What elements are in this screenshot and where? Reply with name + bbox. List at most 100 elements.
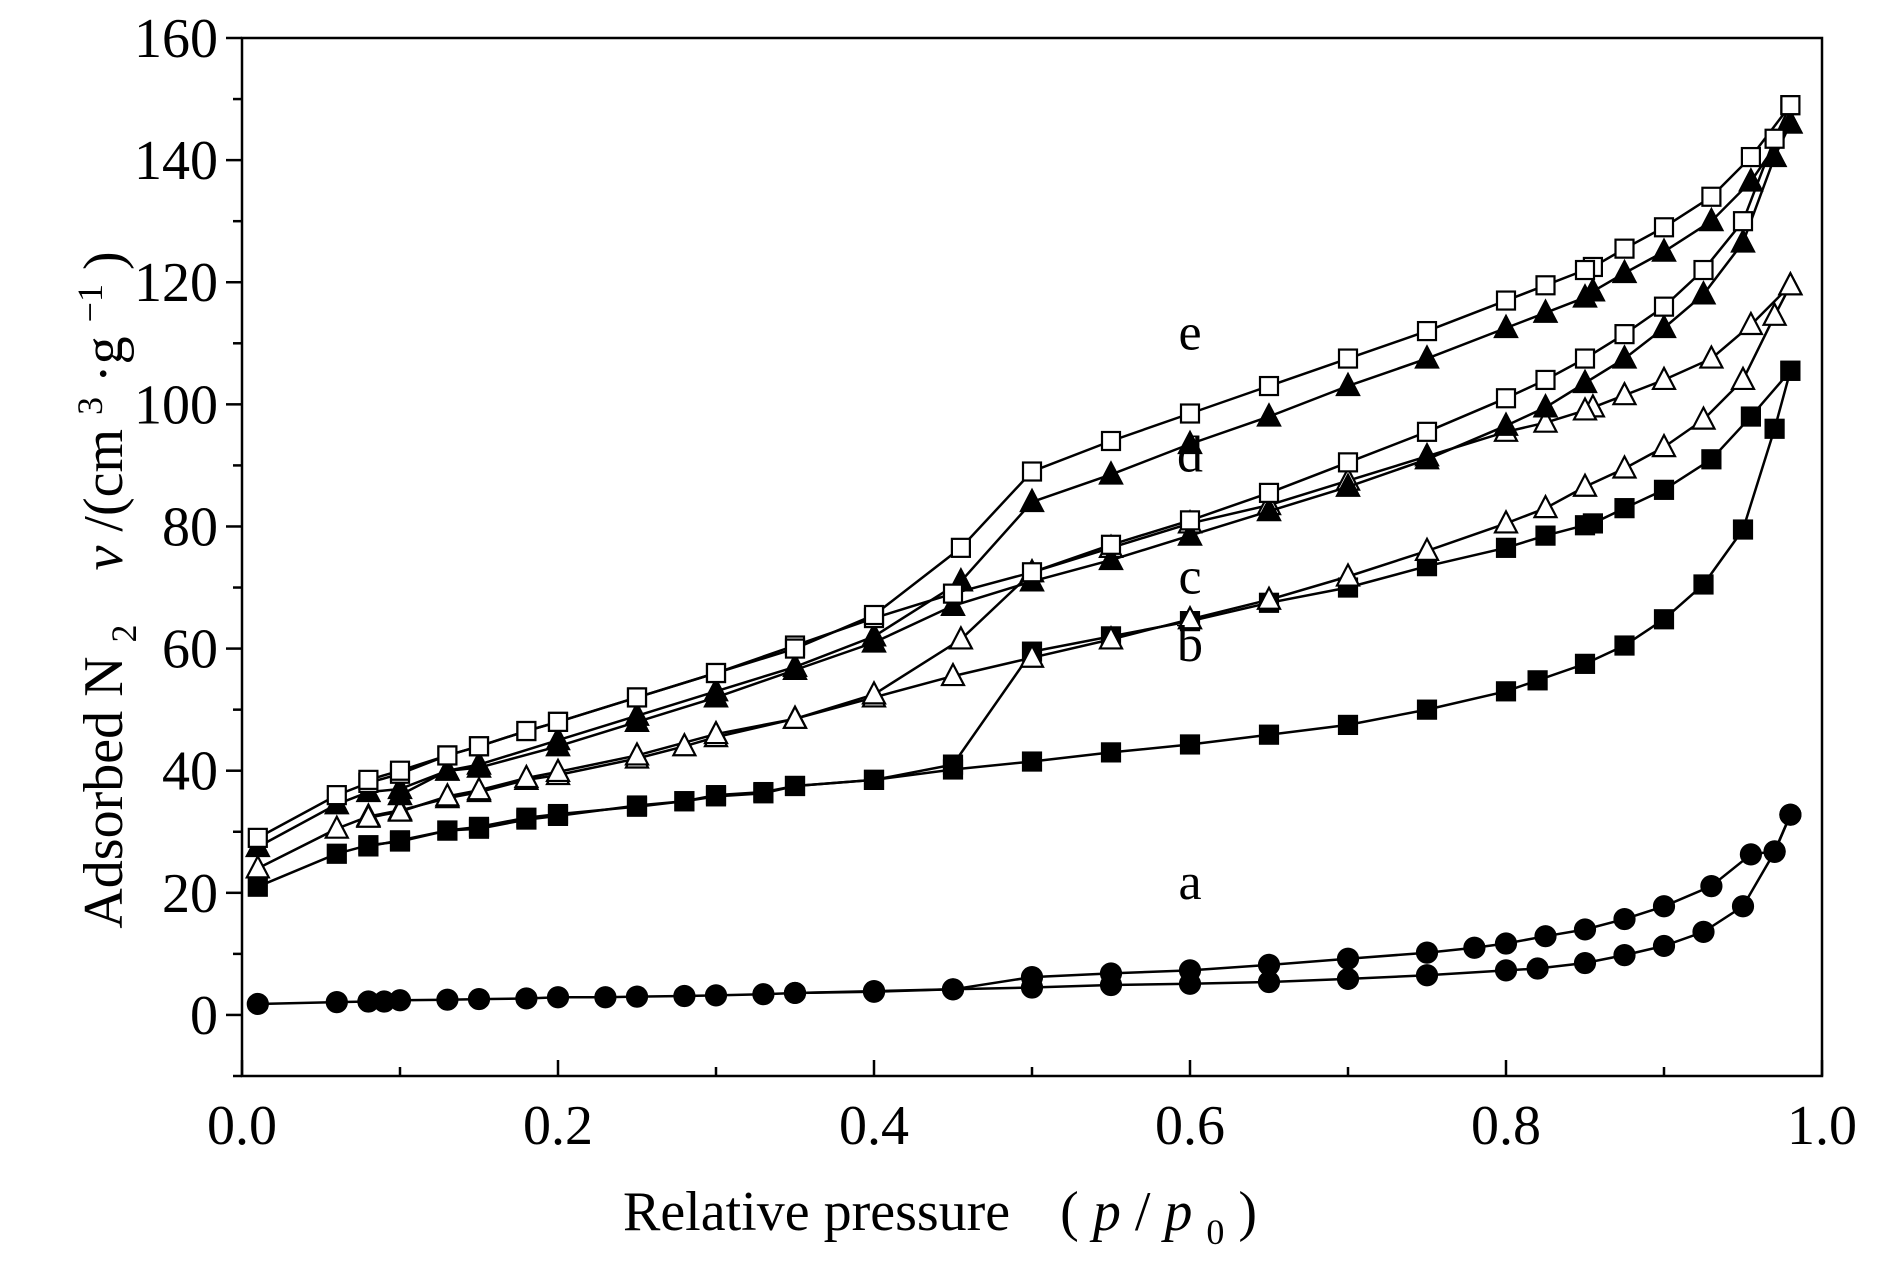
series-label-a: a bbox=[1178, 854, 1201, 911]
data-point bbox=[1780, 95, 1801, 116]
data-point bbox=[1258, 482, 1280, 503]
data-point bbox=[434, 781, 461, 807]
data-point bbox=[1532, 298, 1559, 323]
data-point bbox=[1337, 348, 1359, 369]
data-point bbox=[1690, 405, 1717, 430]
series-b-adsorption-line bbox=[257, 370, 1792, 888]
series-label-b: b bbox=[1177, 616, 1203, 673]
data-point bbox=[1335, 371, 1361, 397]
x-axis-label-p0: p bbox=[1160, 1181, 1192, 1243]
data-point bbox=[703, 676, 729, 702]
data-point bbox=[246, 992, 269, 1016]
data-point bbox=[516, 720, 537, 742]
data-point bbox=[466, 775, 492, 801]
data-point bbox=[1613, 907, 1636, 931]
data-point bbox=[1532, 408, 1559, 433]
y-axis-label-sub2: 2 bbox=[104, 624, 144, 642]
data-point bbox=[703, 719, 729, 745]
data-point bbox=[782, 652, 808, 678]
y-tick-label: 120 bbox=[134, 252, 218, 314]
x-tick-label: 0.0 bbox=[207, 1095, 277, 1157]
data-point bbox=[1532, 493, 1559, 519]
data-point bbox=[940, 591, 966, 616]
data-point bbox=[705, 786, 727, 807]
data-point bbox=[1777, 270, 1804, 296]
data-point bbox=[1100, 742, 1122, 763]
data-point bbox=[626, 795, 648, 816]
data-point bbox=[1698, 344, 1725, 369]
data-point bbox=[323, 814, 350, 839]
data-point bbox=[1614, 498, 1635, 519]
data-point bbox=[436, 988, 459, 1011]
x-axis-label-p: p bbox=[1089, 1181, 1121, 1243]
data-point bbox=[1611, 258, 1638, 284]
data-point bbox=[389, 760, 411, 781]
data-point bbox=[1535, 369, 1556, 391]
x-axis-label-text: Relative pressure bbox=[623, 1181, 1010, 1243]
data-point bbox=[1414, 536, 1440, 561]
series-label-d: d bbox=[1177, 427, 1203, 484]
data-point bbox=[546, 986, 570, 1009]
data-point bbox=[387, 780, 413, 806]
x-axis-label-close: ) bbox=[1238, 1181, 1257, 1243]
data-point bbox=[1494, 932, 1518, 955]
data-point bbox=[1534, 925, 1557, 948]
data-point bbox=[1257, 953, 1281, 976]
data-point bbox=[1019, 487, 1045, 513]
data-point bbox=[1256, 585, 1282, 610]
data-point bbox=[1463, 936, 1486, 959]
data-point bbox=[1415, 964, 1439, 987]
data-point bbox=[325, 991, 348, 1014]
data-point bbox=[942, 583, 964, 604]
data-point bbox=[626, 687, 648, 708]
data-point bbox=[358, 769, 379, 790]
data-point bbox=[784, 775, 806, 797]
data-point bbox=[862, 980, 886, 1003]
data-point bbox=[1611, 454, 1638, 479]
data-point bbox=[1651, 432, 1677, 458]
x-axis-label-slash: / bbox=[1135, 1181, 1151, 1243]
y-axis-label-adsorbed: Adsorbed N bbox=[73, 656, 135, 928]
data-point bbox=[1701, 186, 1722, 207]
data-point bbox=[1258, 375, 1280, 397]
x-tick-label: 1.0 bbox=[1787, 1095, 1857, 1157]
data-point bbox=[1653, 296, 1675, 317]
data-point bbox=[753, 783, 774, 804]
data-point bbox=[1416, 320, 1438, 342]
data-point bbox=[389, 830, 411, 851]
data-point bbox=[1256, 496, 1282, 522]
data-point bbox=[1764, 128, 1785, 149]
series-e bbox=[247, 95, 1801, 848]
y-axis-label-close: ) bbox=[73, 251, 135, 270]
data-point bbox=[948, 625, 974, 650]
data-point bbox=[1098, 625, 1124, 650]
data-point bbox=[1020, 965, 1044, 989]
data-point bbox=[1653, 609, 1675, 630]
data-point bbox=[1700, 875, 1723, 898]
data-point bbox=[516, 809, 537, 830]
data-point bbox=[1574, 259, 1596, 281]
data-point bbox=[1495, 388, 1517, 409]
data-point bbox=[1614, 635, 1635, 656]
data-point bbox=[326, 785, 347, 806]
data-point bbox=[624, 701, 650, 726]
data-point bbox=[1572, 396, 1598, 421]
x-tick-label: 0.2 bbox=[523, 1095, 593, 1157]
y-axis-label-sup3: 3 bbox=[70, 397, 110, 415]
data-point bbox=[468, 818, 490, 839]
data-point bbox=[1416, 421, 1438, 442]
data-point bbox=[782, 704, 808, 729]
data-point bbox=[1653, 479, 1675, 500]
data-point bbox=[1495, 681, 1517, 702]
data-point bbox=[1337, 452, 1359, 473]
data-point bbox=[1652, 934, 1676, 958]
data-point bbox=[1177, 521, 1203, 546]
data-point bbox=[861, 622, 887, 647]
data-point bbox=[705, 662, 727, 684]
data-point bbox=[1177, 429, 1203, 455]
data-point bbox=[513, 763, 540, 789]
data-point bbox=[1493, 411, 1519, 436]
data-point bbox=[594, 986, 617, 1009]
data-point bbox=[1098, 460, 1124, 485]
